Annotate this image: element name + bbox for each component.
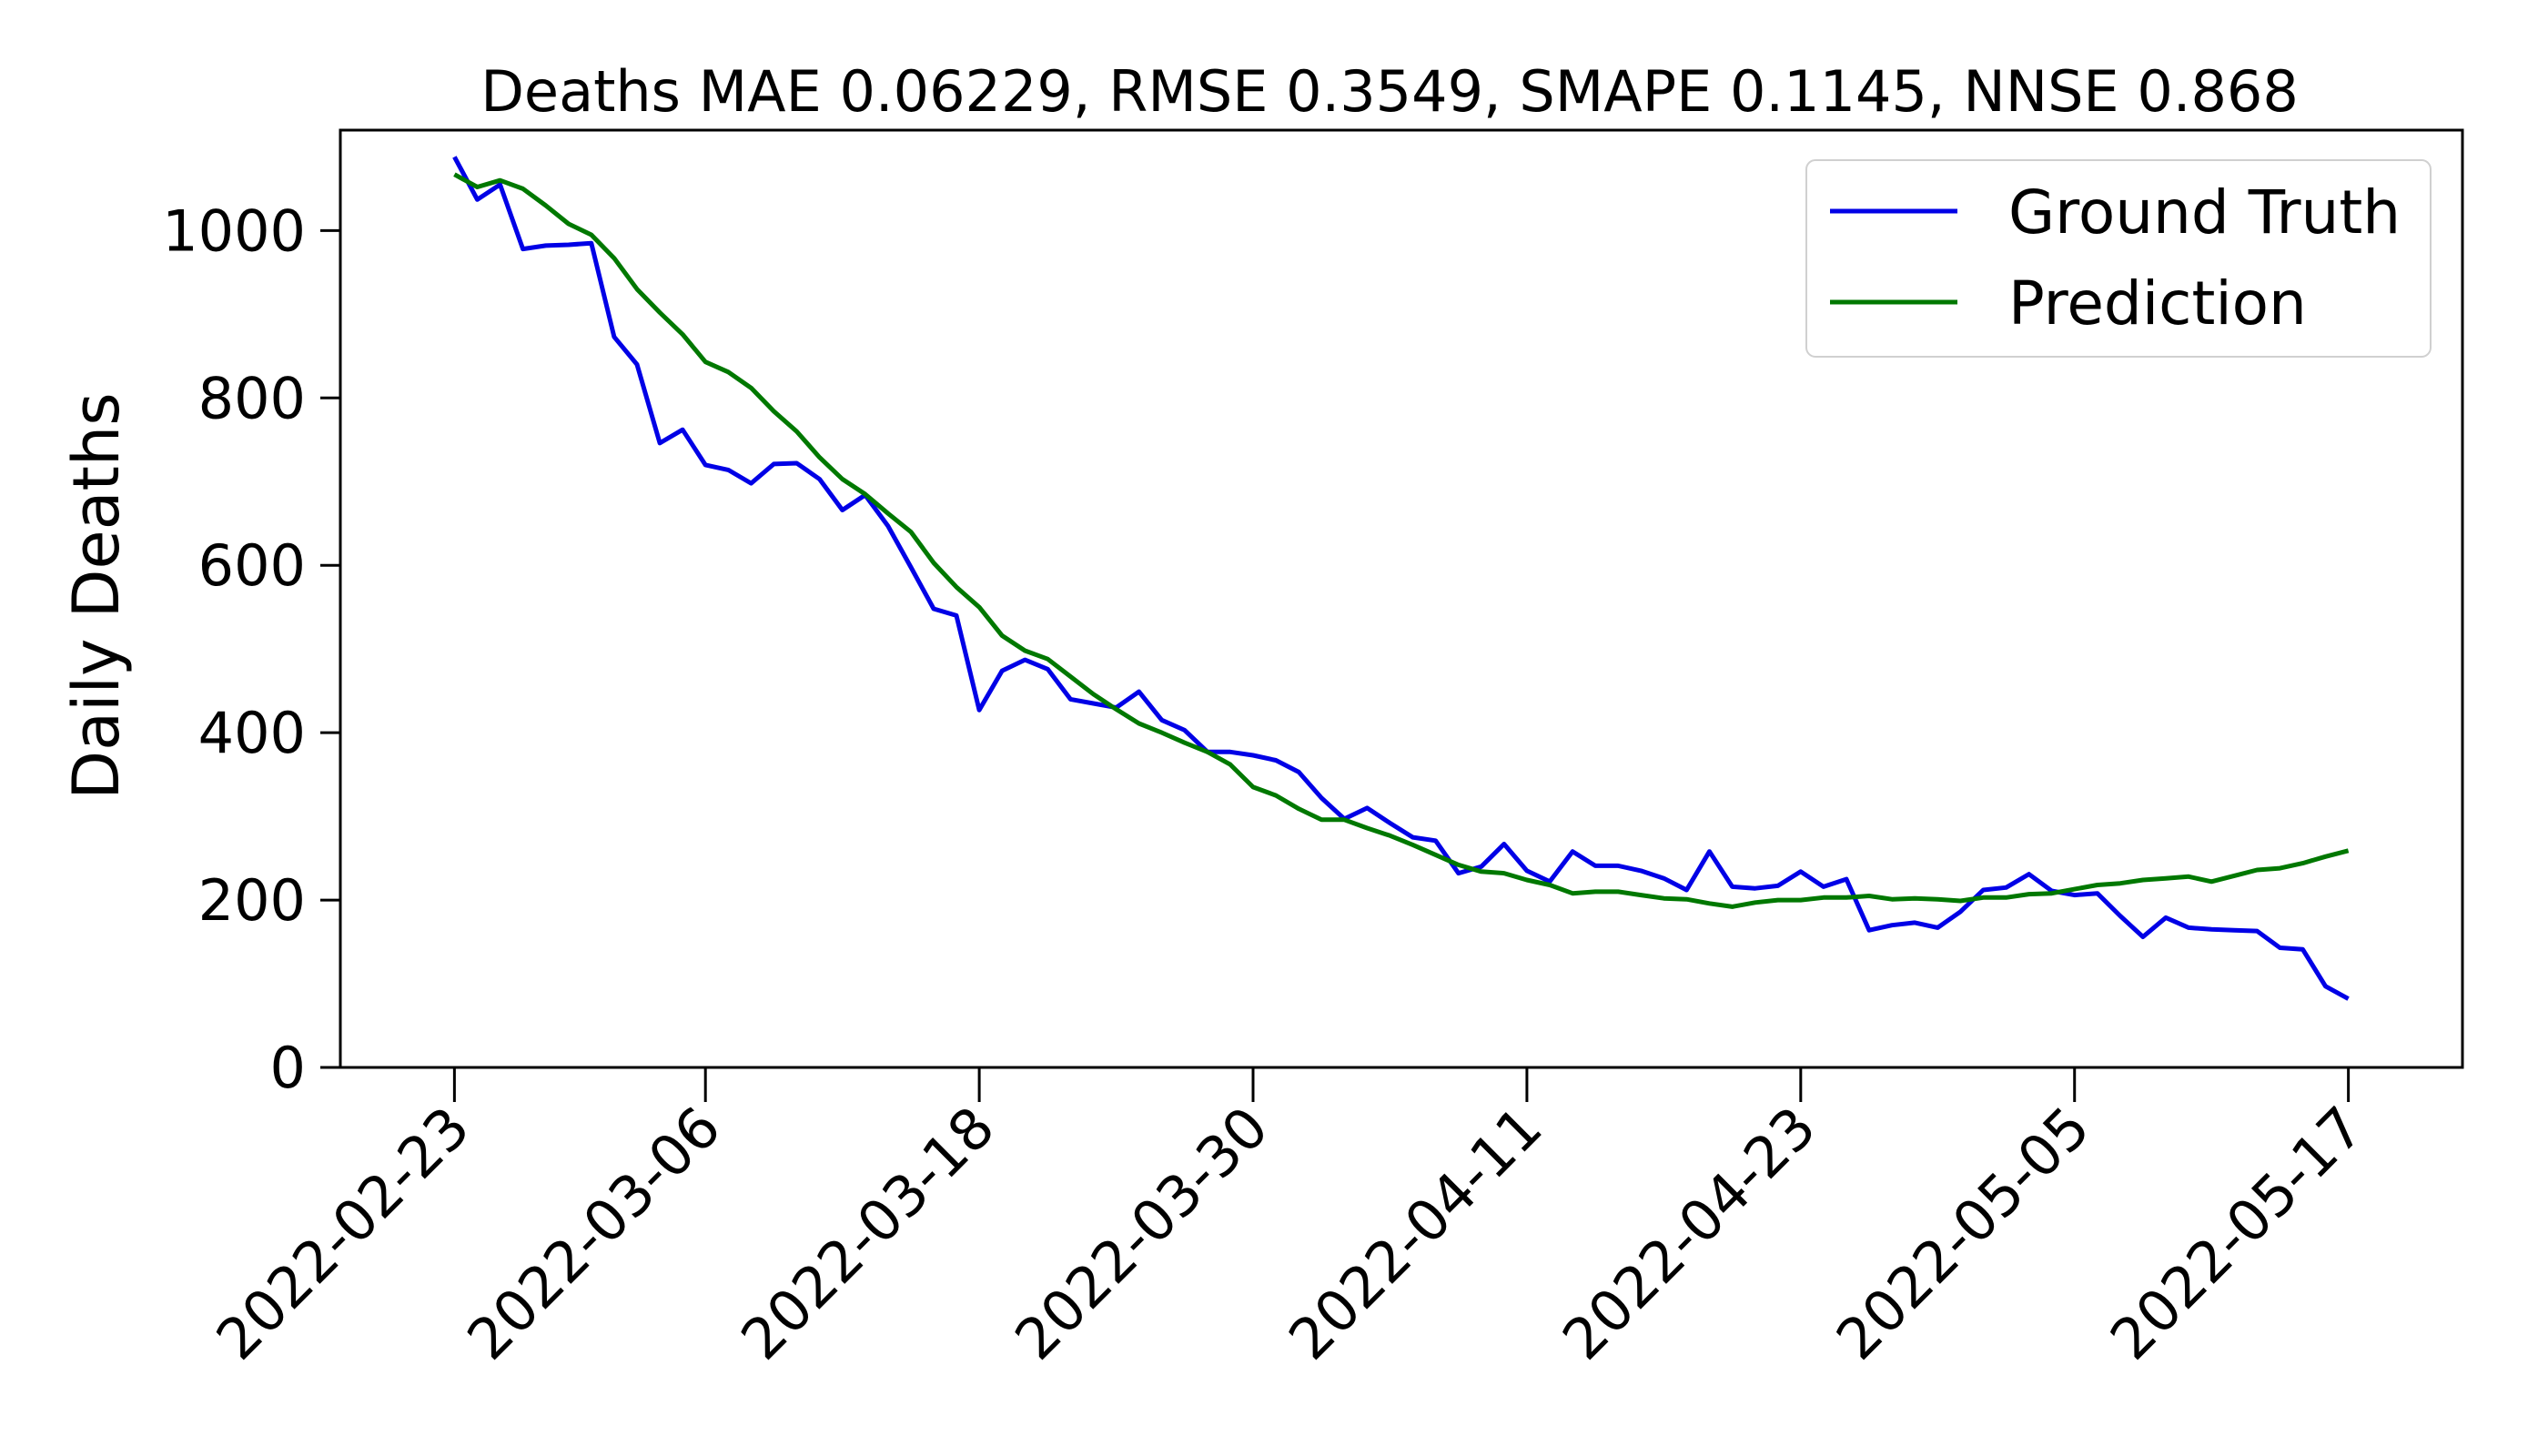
y-axis-label: Daily Deaths <box>59 392 134 800</box>
series-line-0 <box>452 156 2350 1001</box>
y-tick-label: 800 <box>198 365 306 431</box>
plot-frame <box>339 128 2464 1069</box>
legend-label-1: Prediction <box>2008 268 2307 339</box>
legend: Ground Truth Prediction <box>1805 159 2432 358</box>
chart-title: Deaths MAE 0.06229, RMSE 0.3549, SMAPE 0… <box>480 58 2299 125</box>
series-line-1 <box>453 172 2350 909</box>
x-tick-label: 2022-05-05 <box>1824 1094 2102 1372</box>
y-tick-label: 200 <box>198 867 306 934</box>
x-tick-label: 2022-03-30 <box>1002 1094 1280 1372</box>
y-tick-label: 400 <box>198 700 306 766</box>
x-tick-label: 2022-02-23 <box>204 1094 482 1372</box>
y-tick-label: 0 <box>270 1035 306 1101</box>
legend-box <box>1805 159 2432 358</box>
x-axis: 2022-02-232022-03-062022-03-182022-03-30… <box>204 1067 2376 1372</box>
plot-lines <box>452 156 2350 1001</box>
y-axis: 0 200 400 600 800 1000 <box>162 197 340 1101</box>
y-tick-label: 600 <box>198 532 306 599</box>
y-tick-label: 1000 <box>162 197 306 264</box>
x-tick-label: 2022-05-17 <box>2098 1094 2376 1372</box>
x-tick-label: 2022-03-18 <box>728 1094 1006 1372</box>
x-tick-label: 2022-04-23 <box>1550 1094 1828 1372</box>
x-tick-label: 2022-03-06 <box>454 1094 733 1372</box>
x-tick-label: 2022-04-11 <box>1276 1094 1554 1372</box>
legend-label-0: Ground Truth <box>2008 177 2401 248</box>
